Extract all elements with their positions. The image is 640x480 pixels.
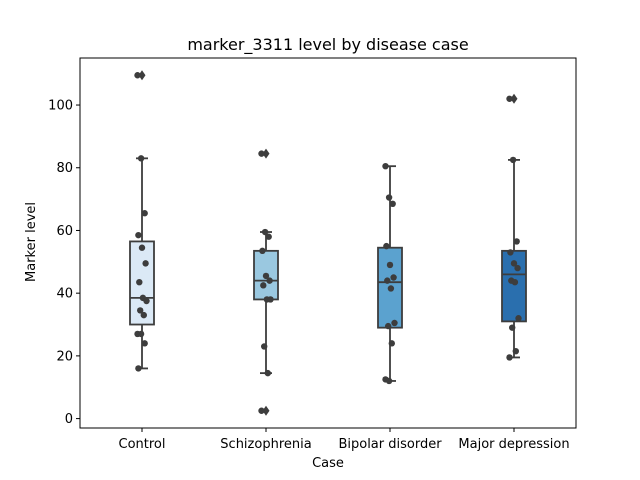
data-point [141,340,148,347]
data-point [506,354,513,361]
data-point [382,162,389,170]
data-point [513,238,520,245]
data-point [511,278,519,286]
y-tick-label: 0 [65,412,73,427]
data-point [506,95,513,102]
data-point [264,369,271,377]
data-point [509,156,517,164]
data-point [135,365,142,372]
y-tick-label: 100 [48,99,73,114]
data-point [140,311,147,319]
data-point [385,322,392,330]
chart-title: marker_3311 level by disease case [187,35,468,55]
data-point [386,261,394,269]
data-point [262,272,270,280]
data-point [258,407,265,414]
data-point [383,242,390,250]
data-point [137,155,145,162]
data-point [267,296,274,303]
data-point [512,347,519,355]
y-axis-label: Marker level [24,202,39,282]
data-point [261,228,269,236]
data-point [515,315,522,322]
plot-frame [79,57,577,429]
data-point [141,210,148,217]
outlier-marker [262,148,270,159]
data-point [391,319,398,327]
data-point [137,307,144,314]
data-point [142,260,149,267]
y-tick-label: 40 [56,287,73,302]
data-point [388,340,395,347]
data-point [385,377,393,385]
data-point [137,330,145,338]
y-tick-label: 20 [56,349,73,364]
data-point [390,274,397,281]
x-tick-label: Major depression [458,437,569,452]
outlier-marker [138,70,146,81]
data-point [510,260,518,267]
data-point [135,231,142,239]
data-point [134,72,141,79]
data-point [509,324,516,331]
data-point [266,277,273,284]
x-tick-label: Control [119,437,166,452]
data-point [138,244,146,251]
data-point [261,343,268,350]
data-point [260,282,267,289]
plot-area: 0 20 40 60 80 100 Control Schizophrenia Bipolar … [48,70,570,452]
y-tick-label: 80 [56,161,73,176]
data-point [507,249,514,256]
data-point [514,264,521,272]
data-point [387,285,395,292]
data-point [384,277,391,284]
outlier-marker [262,405,270,416]
data-point [265,233,272,240]
data-point [136,278,143,286]
data-point [389,200,396,208]
data-point [259,247,266,255]
data-point [385,194,393,201]
y-tick-label: 60 [56,224,73,239]
x-axis-label: Case [312,456,344,471]
outlier-marker [510,93,518,104]
data-point [143,297,150,305]
x-tick-label: Schizophrenia [220,437,311,452]
x-tick-label: Bipolar disorder [338,437,442,452]
data-point [258,150,265,157]
